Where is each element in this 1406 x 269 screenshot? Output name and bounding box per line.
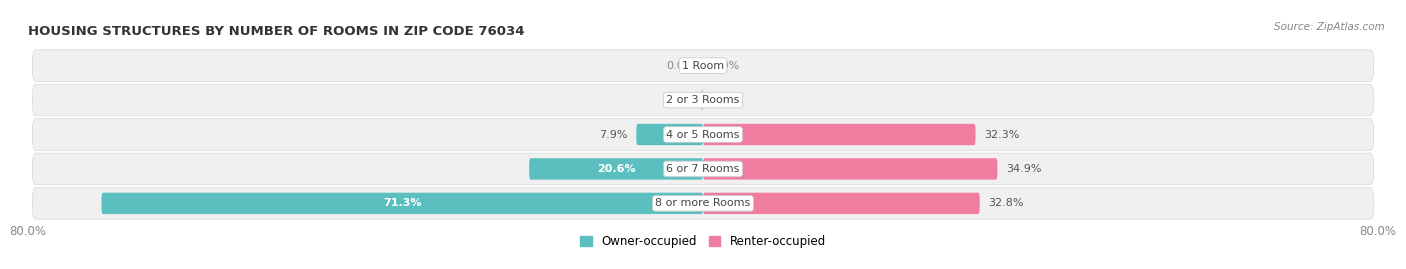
Text: 6 or 7 Rooms: 6 or 7 Rooms — [666, 164, 740, 174]
Text: 71.3%: 71.3% — [382, 198, 422, 208]
Text: 32.8%: 32.8% — [988, 198, 1024, 208]
Text: 34.9%: 34.9% — [1005, 164, 1042, 174]
Text: 20.6%: 20.6% — [596, 164, 636, 174]
Text: 4 or 5 Rooms: 4 or 5 Rooms — [666, 129, 740, 140]
FancyBboxPatch shape — [529, 158, 703, 180]
FancyBboxPatch shape — [32, 119, 1374, 150]
Legend: Owner-occupied, Renter-occupied: Owner-occupied, Renter-occupied — [575, 230, 831, 253]
FancyBboxPatch shape — [703, 193, 980, 214]
Text: 8 or more Rooms: 8 or more Rooms — [655, 198, 751, 208]
FancyBboxPatch shape — [32, 187, 1374, 219]
FancyBboxPatch shape — [703, 124, 976, 145]
Text: 7.9%: 7.9% — [599, 129, 628, 140]
FancyBboxPatch shape — [702, 89, 703, 111]
FancyBboxPatch shape — [703, 158, 997, 180]
Text: 0.0%: 0.0% — [711, 95, 740, 105]
FancyBboxPatch shape — [637, 124, 703, 145]
Text: 2 or 3 Rooms: 2 or 3 Rooms — [666, 95, 740, 105]
Text: Source: ZipAtlas.com: Source: ZipAtlas.com — [1274, 22, 1385, 31]
Text: 32.3%: 32.3% — [984, 129, 1019, 140]
FancyBboxPatch shape — [32, 50, 1374, 82]
Text: 0.2%: 0.2% — [665, 95, 693, 105]
FancyBboxPatch shape — [32, 84, 1374, 116]
Text: HOUSING STRUCTURES BY NUMBER OF ROOMS IN ZIP CODE 76034: HOUSING STRUCTURES BY NUMBER OF ROOMS IN… — [28, 24, 524, 38]
Text: 0.0%: 0.0% — [666, 61, 695, 71]
FancyBboxPatch shape — [101, 193, 703, 214]
Text: 1 Room: 1 Room — [682, 61, 724, 71]
FancyBboxPatch shape — [32, 153, 1374, 185]
Text: 0.0%: 0.0% — [711, 61, 740, 71]
